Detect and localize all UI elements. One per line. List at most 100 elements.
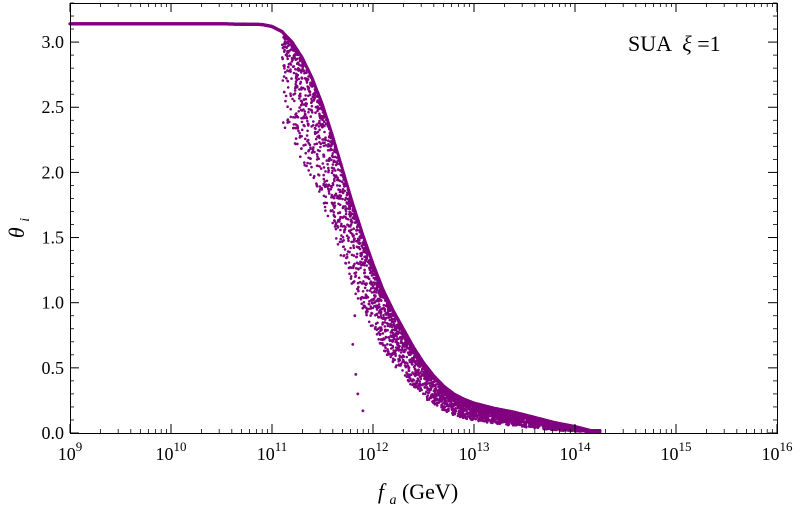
data-point <box>388 318 392 322</box>
data-point <box>301 69 305 72</box>
data-point <box>377 300 381 303</box>
data-point <box>356 281 360 285</box>
data-point <box>424 370 427 374</box>
data-point <box>407 369 411 373</box>
data-point <box>283 48 286 52</box>
data-point <box>339 237 343 241</box>
data-point <box>304 94 307 97</box>
data-point <box>355 232 358 236</box>
data-point <box>333 175 337 178</box>
data-point <box>328 148 332 152</box>
data-point <box>319 167 323 170</box>
data-point <box>286 118 290 121</box>
data-point <box>354 292 358 296</box>
data-point <box>405 355 409 359</box>
data-point <box>290 60 294 63</box>
data-point <box>415 379 419 383</box>
data-point <box>465 417 469 421</box>
data-point <box>284 45 288 48</box>
data-point <box>382 317 386 320</box>
data-point <box>323 130 326 134</box>
data-point <box>340 222 343 226</box>
data-point <box>410 373 413 377</box>
data-point <box>332 178 336 181</box>
data-point <box>359 254 362 257</box>
data-point <box>330 166 334 170</box>
data-point <box>339 228 342 232</box>
data-point <box>321 162 325 165</box>
data-point <box>296 125 300 129</box>
data-point <box>390 323 394 327</box>
data-point <box>341 236 345 239</box>
data-point <box>332 204 335 207</box>
data-point <box>319 145 322 149</box>
data-point <box>352 227 356 230</box>
data-point <box>316 149 320 152</box>
data-point <box>314 111 317 114</box>
data-point <box>330 154 334 158</box>
data-point <box>386 310 390 314</box>
data-point <box>330 148 334 152</box>
data-point <box>287 62 291 66</box>
data-point <box>286 105 289 108</box>
data-point <box>330 193 334 197</box>
data-point <box>300 120 304 124</box>
data-point <box>341 188 345 191</box>
data-point <box>310 104 314 108</box>
data-point <box>345 201 349 204</box>
data-point <box>327 159 331 162</box>
data-point <box>310 151 314 154</box>
data-point <box>398 345 401 348</box>
data-point <box>327 139 330 142</box>
data-point <box>298 136 302 139</box>
data-point <box>298 88 301 91</box>
data-point <box>293 89 297 92</box>
data-point <box>338 190 342 194</box>
data-point <box>305 115 308 119</box>
data-point <box>375 313 379 317</box>
data-point <box>425 380 429 383</box>
data-point <box>297 110 301 113</box>
data-point <box>338 240 342 244</box>
data-point <box>282 90 286 94</box>
data-point <box>337 218 340 222</box>
data-point <box>418 371 422 375</box>
data-point <box>348 266 352 269</box>
data-point <box>357 245 361 249</box>
data-point <box>289 68 292 71</box>
data-point <box>322 120 326 123</box>
data-point <box>309 115 313 118</box>
data-point <box>391 331 395 335</box>
data-point <box>306 129 309 133</box>
data-point <box>346 250 350 253</box>
data-point <box>300 77 304 80</box>
data-point <box>440 403 443 407</box>
data-point <box>377 338 381 341</box>
data-point <box>421 382 425 386</box>
data-point <box>318 165 321 168</box>
data-point <box>317 106 320 109</box>
data-point <box>401 355 405 358</box>
data-point <box>394 354 397 358</box>
data-points <box>68 22 602 434</box>
data-point <box>391 335 395 338</box>
data-point <box>439 395 442 399</box>
data-point <box>318 188 322 191</box>
data-point <box>344 212 348 216</box>
data-point <box>299 80 303 84</box>
data-point <box>330 196 333 199</box>
data-point <box>297 77 301 81</box>
data-point <box>384 335 388 339</box>
data-point <box>289 94 293 97</box>
data-point <box>465 409 468 413</box>
data-point <box>494 420 497 424</box>
data-point <box>360 257 364 261</box>
data-point <box>298 68 301 71</box>
data-point <box>356 228 360 232</box>
data-point <box>339 224 343 228</box>
data-point <box>375 328 379 332</box>
data-point <box>366 289 369 292</box>
data-point <box>454 409 458 413</box>
data-point <box>302 144 305 147</box>
